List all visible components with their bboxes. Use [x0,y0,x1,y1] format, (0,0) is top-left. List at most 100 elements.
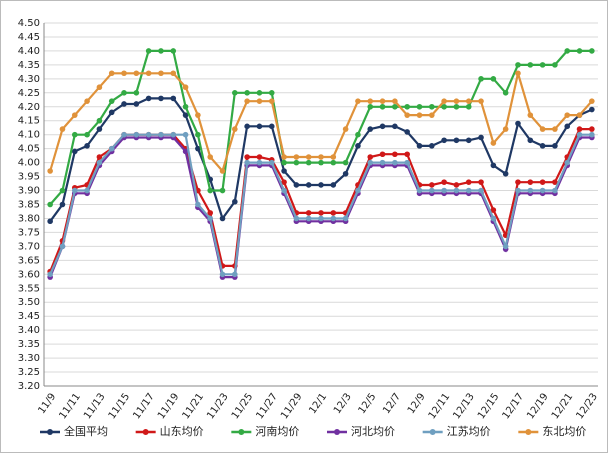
point [59,126,66,132]
point [539,179,546,185]
legend-marker [142,429,149,435]
point [256,159,263,166]
y-tick-label: 4.25 [18,88,40,99]
legend-label: 河南均价 [255,425,299,438]
point [342,159,349,166]
point [293,154,300,160]
point [589,131,595,138]
point [59,243,66,250]
y-tick-label: 3.55 [18,283,40,294]
point [589,48,595,54]
point [342,126,349,132]
point [392,151,398,158]
point [392,159,398,166]
point [404,159,410,166]
point [478,179,484,185]
point [367,103,374,110]
point [404,151,410,158]
point [182,131,189,138]
point [441,98,447,104]
point [453,182,460,188]
point [552,143,558,149]
point [96,159,103,166]
point [453,98,460,104]
point [219,271,226,278]
point [552,187,558,194]
point [293,159,300,166]
point [392,98,398,104]
point [268,98,275,104]
point [441,179,447,185]
point [158,48,164,54]
point [429,103,435,110]
y-tick-label: 3.35 [18,339,40,350]
point [47,218,53,225]
point [490,162,497,169]
y-tick-label: 4.00 [18,158,40,169]
point [441,103,447,110]
point [232,198,238,205]
y-tick-label: 4.50 [18,18,40,29]
point [96,84,103,91]
point [478,134,484,141]
point [478,76,484,82]
point [502,90,509,96]
y-tick-label: 4.10 [18,130,40,141]
y-tick-label: 3.90 [18,186,40,197]
y-tick-label: 3.65 [18,255,40,266]
point [576,112,583,118]
point [564,48,571,54]
point [589,106,595,113]
point [170,48,177,54]
point [465,98,472,104]
point [182,148,189,155]
point [330,154,337,160]
point [379,159,386,166]
y-tick-label: 4.20 [18,102,40,113]
point [552,126,558,132]
legend-marker [429,429,436,435]
y-tick-label: 4.35 [18,60,40,71]
point [207,210,213,216]
point [281,159,287,166]
point [392,123,398,130]
y-tick-label: 4.40 [18,46,40,57]
point [84,187,90,194]
point [133,90,140,96]
point [429,182,435,188]
point [305,182,312,188]
point [564,159,571,166]
plot-area [47,48,595,280]
point [355,187,361,194]
point [318,182,324,188]
y-tick-label: 3.20 [18,381,40,392]
y-tick-label: 3.25 [18,367,40,378]
point [244,159,250,166]
point [232,271,238,278]
point [71,148,78,155]
point [96,117,103,124]
point [367,98,374,104]
point [158,131,164,138]
point [502,243,509,250]
y-tick-label: 3.70 [18,241,40,252]
point [330,210,337,216]
point [145,70,152,77]
point [465,103,472,110]
point [145,48,152,54]
point [232,126,238,132]
point [268,123,275,130]
point [195,201,201,208]
point [515,62,521,68]
point [195,131,201,138]
point [490,215,497,222]
point [318,159,324,166]
point [133,131,140,138]
point [453,103,460,110]
point [318,154,324,160]
point [182,103,189,110]
point [478,98,484,104]
point [392,103,398,110]
